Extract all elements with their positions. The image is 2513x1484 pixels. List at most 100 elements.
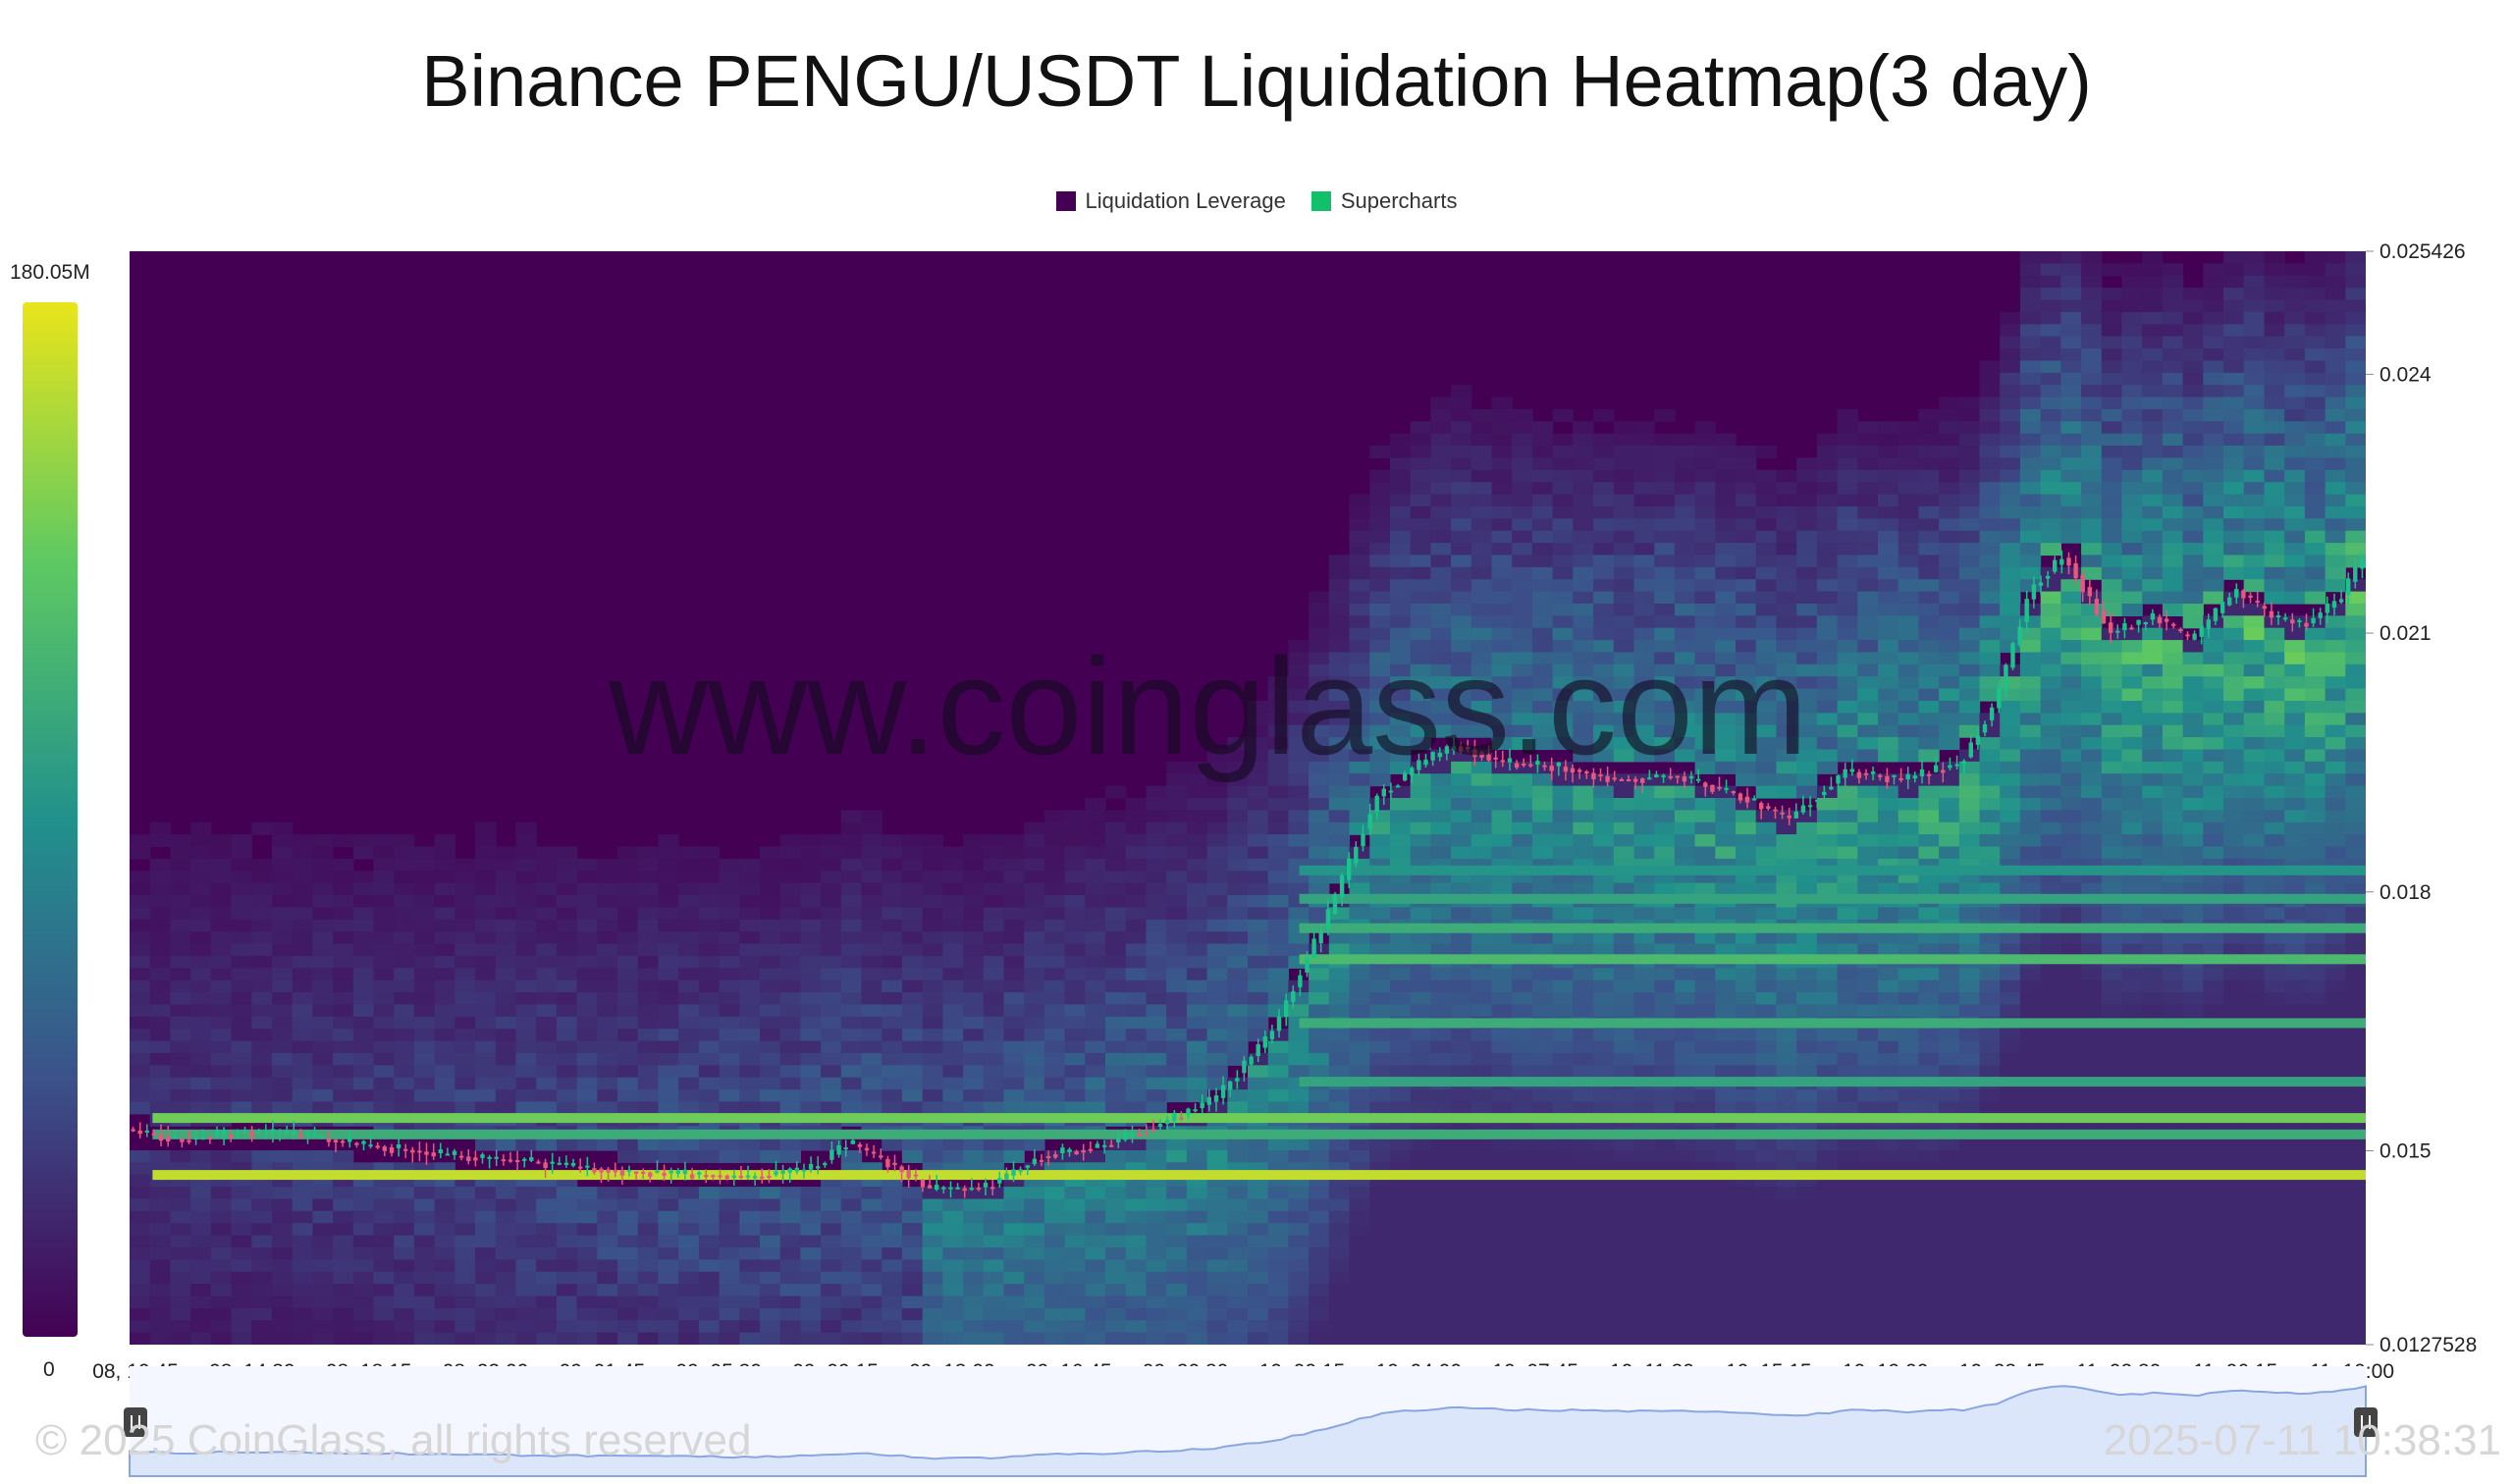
heatmap-cell [1470,1187,1493,1200]
heatmap-cell [1857,810,1879,823]
heatmap-cell [1166,1138,1188,1151]
heatmap-cell [1267,737,1289,751]
heatmap-cell [1085,1210,1106,1224]
heatmap-cell [1105,943,1127,957]
heatmap-cell [1146,1101,1167,1115]
heatmap-cell [231,871,252,884]
heatmap-cell [1166,895,1188,908]
heatmap-cell [840,992,863,1005]
heatmap-cell [637,1271,659,1285]
heatmap-cell [1491,968,1513,981]
heatmap-cell [373,846,395,860]
heatmap-cell [231,955,252,969]
heatmap-cell [597,1247,618,1260]
heatmap-cell [821,980,842,993]
heatmap-cell [1654,1271,1676,1285]
heatmap-cell [149,943,171,957]
heatmap-cell [1531,1247,1554,1260]
heatmap-cell [333,834,354,848]
heatmap-cell [1328,713,1351,726]
heatmap-cell [1003,1004,1025,1018]
heatmap-cell [536,1077,558,1090]
heatmap-cell [1186,1052,1208,1066]
heatmap-cell [1715,931,1737,945]
heatmap-cell [1470,1029,1493,1042]
heatmap-cell [149,1235,171,1248]
heatmap-cell [1633,968,1655,981]
heatmap-cell [1451,640,1472,654]
heatmap-cell [1410,810,1431,823]
legend-item-liquidation-leverage[interactable]: Liquidation Leverage [1055,188,1286,214]
heatmap-cell [2000,676,2021,690]
heatmap-cell [1125,858,1147,872]
heatmap-cell [1857,1065,1879,1079]
heatmap-cell [882,846,903,860]
heatmap-cell [698,1187,721,1200]
heatmap-cell [1857,530,1879,544]
heatmap-cell [1105,1235,1127,1248]
heatmap-cell [1491,518,1513,532]
heatmap-cell [1430,615,1452,629]
heatmap-cell [272,1065,294,1079]
heatmap-cell [1979,1187,2001,1200]
heatmap-cell [1146,1016,1167,1030]
heatmap-cell [1918,834,1940,848]
heatmap-cell [1939,1065,1960,1079]
heatmap-cell [1633,1187,1655,1200]
heatmap-cell [1125,907,1147,921]
heatmap-cell [1755,1332,1777,1345]
heatmap-cell [1166,846,1188,860]
heatmap-cell [2000,882,2021,896]
heatmap-cell [1003,1307,1025,1321]
heatmap-cell [1857,518,1879,532]
heatmap-cell [312,871,334,884]
heatmap-cell [1309,663,1330,677]
heatmap-cell [1470,530,1493,544]
heatmap-cell [1146,1198,1167,1212]
heatmap-cell [394,1029,415,1042]
heatmap-cell [1736,1320,1757,1334]
heatmap-cell [1491,1004,1513,1018]
heatmap-cell [251,1198,273,1212]
heatmap-cell [1958,446,1981,458]
heatmap-cell [475,1016,497,1030]
heatmap-cell [1491,810,1513,823]
heatmap-cell [1633,713,1655,726]
heatmap-cell [1369,761,1391,774]
heatmap-cell [1857,494,1879,507]
heatmap-cell [1248,1187,1269,1200]
heatmap-cell [1512,433,1533,447]
heatmap-cell [1878,518,1899,532]
heatmap-cell [779,1089,801,1103]
heatmap-cell [800,1235,822,1248]
heatmap-cell [1470,968,1493,981]
heatmap-cell [1328,992,1351,1005]
heatmap-cell [1736,992,1757,1005]
heatmap-cell [1654,1040,1676,1054]
heatmap-cell [678,1065,700,1079]
heatmap-cell [1024,858,1045,872]
heatmap-cell [1451,421,1472,435]
heatmap-cell [1755,1223,1777,1237]
heatmap-cell [1512,543,1533,556]
heatmap-cell [170,931,191,945]
heatmap-cell [1939,992,1960,1005]
heatmap-cell [2000,749,2021,763]
legend-item-supercharts[interactable]: Supercharts [1310,188,1457,214]
heatmap-cell [1349,931,1370,945]
heatmap-cell [779,1198,801,1212]
heatmap-cell [1674,713,1696,726]
heatmap-cell [1512,688,1533,702]
heatmap-cell [231,1210,252,1224]
heatmap-cell [312,980,334,993]
heatmap-cell [1939,943,1960,957]
heatmap-cell [637,1065,659,1079]
heatmap-cell [1512,773,1533,787]
heatmap-cell [637,919,659,932]
heatmap-cell [576,1198,598,1212]
heatmap-cell [922,1235,943,1248]
heatmap-cell [1349,688,1370,702]
heatmap-cell [231,919,252,932]
heatmap-cell [840,1223,863,1237]
heatmap-cell [1430,1210,1452,1224]
